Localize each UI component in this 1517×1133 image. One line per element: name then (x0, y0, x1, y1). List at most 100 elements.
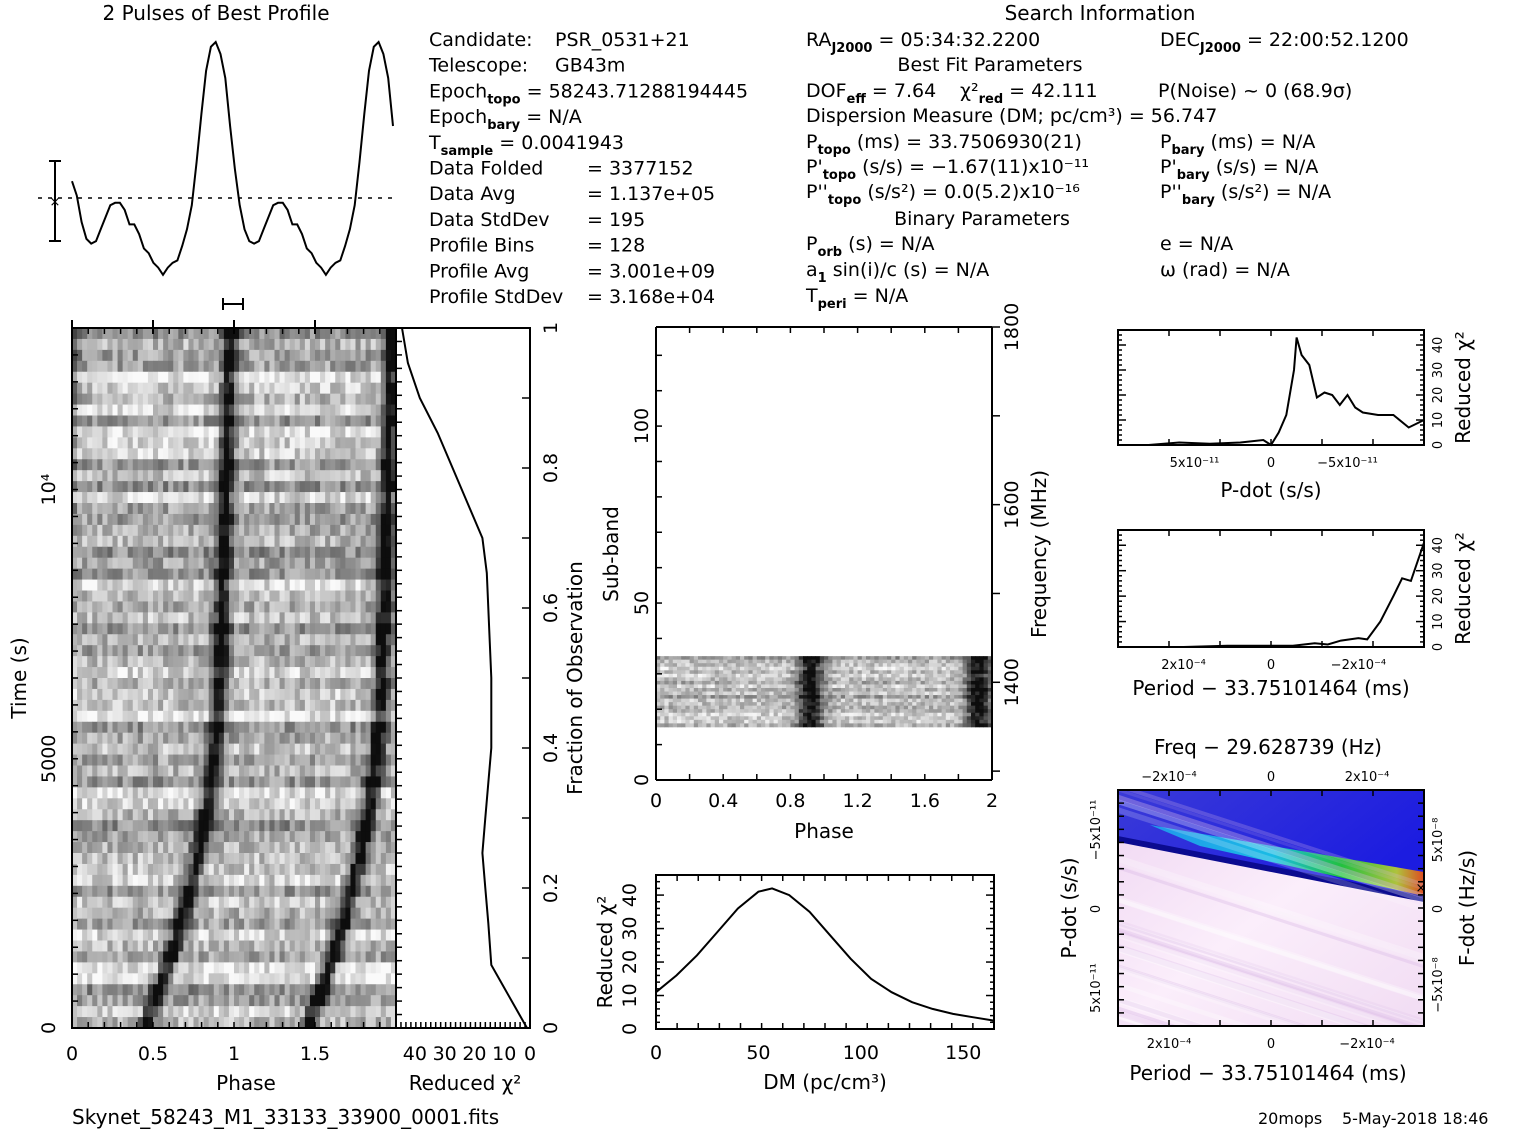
heatmap-cell (188, 699, 194, 712)
heatmap-cell (183, 404, 189, 416)
heatmap-cell (274, 459, 280, 471)
heatmap-cell (698, 684, 703, 689)
heatmap-cell (279, 459, 286, 471)
heatmap-cell (112, 907, 118, 920)
heatmap-cell (264, 798, 270, 810)
heatmap-cell (340, 382, 346, 395)
heatmap-cell (254, 973, 260, 985)
heatmap-cell (234, 393, 240, 405)
heatmap-cell (304, 1006, 311, 1018)
heatmap-cell (112, 338, 118, 351)
heatmap-cell (127, 688, 134, 701)
heatmap-cell (340, 524, 346, 537)
heatmap-cell (92, 929, 98, 941)
heatmap-cell (269, 656, 275, 668)
heatmap-cell (761, 663, 766, 668)
heatmap-cell (153, 459, 159, 471)
heatmap-cell (72, 831, 78, 843)
info-row: Epochbary = N/A (429, 106, 582, 133)
heatmap-cell (304, 623, 311, 635)
info-row-key: Profile Bins (429, 235, 534, 257)
heatmap-cell (340, 481, 346, 493)
heatmap-cell (137, 809, 144, 821)
heatmap-cell (97, 754, 103, 766)
heatmap-cell (335, 1017, 341, 1029)
heatmap-cell (117, 678, 124, 690)
heatmap-cell (656, 670, 661, 675)
heatmap-cell (710, 680, 716, 685)
heatmap-cell (274, 842, 280, 854)
heatmap-cell (971, 656, 976, 661)
heatmap-cell (158, 338, 164, 351)
heatmap-cell (264, 885, 270, 898)
heatmap-cell (183, 863, 189, 876)
heatmap-cell (390, 371, 397, 384)
heatmap-cell (223, 546, 230, 559)
heatmap-cell (289, 995, 296, 1007)
heatmap-cell (284, 481, 291, 493)
heatmap-cell (112, 645, 118, 657)
heatmap-cell (142, 503, 149, 515)
heatmap-cell (249, 962, 255, 974)
heatmap-cell (244, 743, 250, 755)
heatmap-cell (325, 973, 331, 985)
heatmap-cell (244, 896, 250, 909)
heatmap-cell (188, 360, 194, 373)
heatmap-cell (208, 568, 215, 580)
heatmap-cell (259, 382, 265, 395)
heatmap-cell (355, 503, 361, 515)
heatmap-cell (87, 557, 93, 570)
heatmap-cell (360, 885, 367, 898)
heatmap-cell (355, 546, 361, 559)
heatmap-cell (97, 579, 103, 591)
heatmap-cell (127, 328, 134, 340)
heatmap-cell (213, 688, 220, 701)
heatmap-cell (203, 568, 210, 580)
heatmap-cell (153, 874, 159, 887)
heatmap-cell (983, 656, 989, 661)
heatmap-cell (239, 601, 245, 613)
heatmap-cell (122, 710, 129, 723)
heatmap-cell (365, 710, 372, 723)
heatmap-cell (878, 659, 884, 664)
heatmap-cell (107, 951, 113, 963)
heatmap-cell (677, 680, 682, 685)
heatmap-cell (895, 673, 900, 678)
heatmap-cell (72, 612, 78, 624)
heatmap-cell (72, 513, 78, 526)
heatmap-cell (259, 863, 265, 876)
heatmap-cell (857, 673, 863, 678)
tc-x-tick-label: 30 (433, 1043, 457, 1065)
heatmap-cell (77, 896, 83, 909)
heatmap-cell (916, 666, 921, 671)
heatmap-cell (971, 677, 976, 682)
heatmap-cell (223, 426, 230, 438)
heatmap-cell (284, 568, 291, 580)
heatmap-cell (375, 798, 382, 810)
heatmap-cell (208, 721, 215, 734)
heatmap-cell (284, 590, 291, 602)
heatmap-cell (335, 546, 341, 559)
heatmap-cell (345, 481, 351, 493)
heatmap-cell (264, 601, 270, 613)
heatmap-cell (97, 710, 103, 723)
heatmap-cell (916, 680, 921, 685)
heatmap-cell (137, 404, 144, 416)
heatmap-cell (168, 371, 174, 384)
heatmap-cell (786, 666, 791, 671)
heatmap-cell (77, 984, 83, 996)
heatmap-cell (163, 951, 169, 963)
heatmap-cell (203, 743, 210, 755)
heatmap-cell (183, 688, 189, 701)
heatmap-cell (279, 929, 286, 941)
heatmap-cell (299, 754, 306, 766)
heatmap-cell (132, 524, 139, 537)
heatmap-cell (173, 623, 179, 635)
heatmap-cell (218, 459, 225, 471)
heatmap-cell (355, 415, 361, 427)
heatmap-cell (137, 732, 144, 745)
heatmap-cell (360, 831, 367, 843)
heatmap-cell (102, 601, 108, 613)
heatmap-cell (828, 666, 833, 671)
heatmap-cell (92, 601, 98, 613)
